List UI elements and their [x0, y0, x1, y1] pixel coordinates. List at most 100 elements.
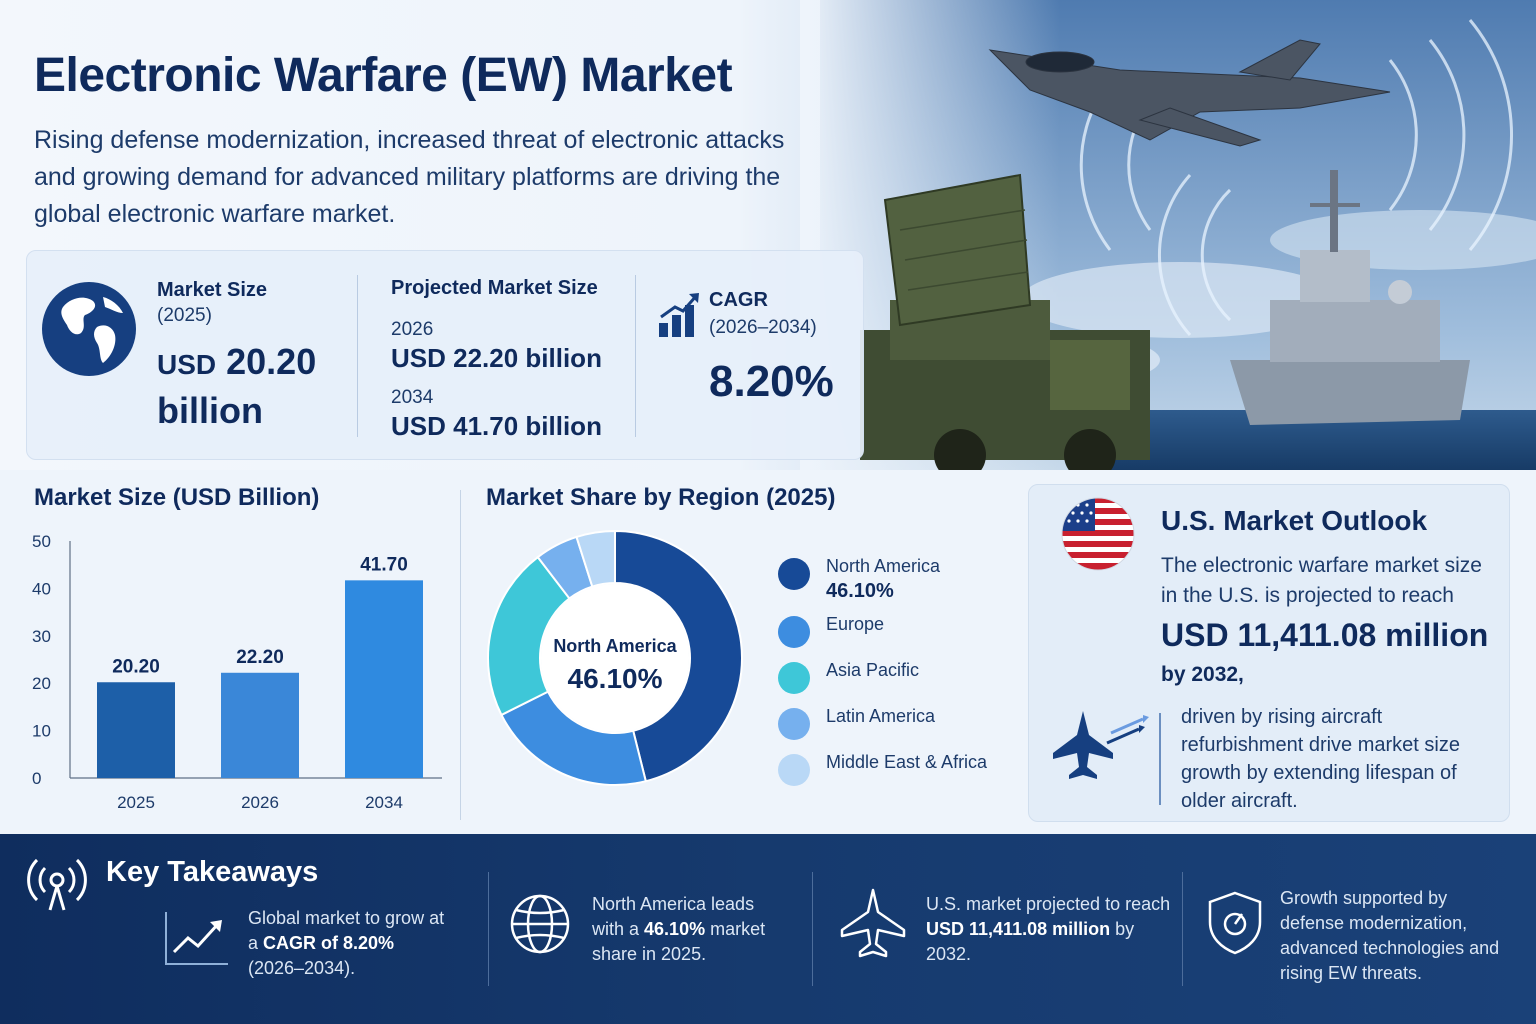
cagr-period: (2026–2034) — [709, 317, 817, 338]
takeaway-1: Global market to grow at a CAGR of 8.20%… — [248, 906, 448, 981]
legend-item: Asia Pacific — [778, 658, 1008, 698]
takeaway-1-post: (2026–2034). — [248, 958, 356, 978]
globe-icon — [510, 894, 570, 954]
us-outlook-text: The electronic warfare market size in th… — [1161, 554, 1482, 607]
projected-value-2: USD 41.70 billion — [391, 411, 602, 441]
page-subtitle: Rising defense modernization, increased … — [34, 126, 785, 228]
legend-item: North America 46.10% — [778, 554, 1008, 602]
region-share-donut-chart: North America 46.10% — [487, 529, 743, 786]
y-tick-label: 20 — [32, 674, 51, 693]
cagr-label: CAGR — [709, 289, 768, 311]
legend-label: Latin America — [826, 706, 936, 726]
footer-divider — [488, 872, 489, 986]
military-scene-illustration — [800, 0, 1536, 470]
takeaway-2-post: market share in 2025. — [592, 919, 766, 964]
donut-slice-north-america — [614, 529, 743, 783]
y-tick-label: 50 — [32, 532, 51, 551]
takeaway-1-bold: CAGR of 8.20% — [263, 933, 395, 953]
bar-chart-title: Market Size (USD Billion) — [34, 484, 320, 511]
kpi-card: Market Size (2025) USD 20.20 billion Pro… — [26, 250, 864, 460]
cagr-value: 8.20% — [709, 357, 834, 406]
legend-swatch — [778, 616, 810, 648]
projected-label: Projected Market Size — [391, 277, 598, 299]
kpi-divider — [635, 275, 636, 437]
us-outlook-title: U.S. Market Outlook — [1161, 505, 1428, 536]
bar-value-label: 22.20 — [236, 647, 284, 668]
x-tick-label: 2025 — [117, 793, 155, 812]
projected-year-1: 2026 — [391, 319, 434, 340]
market-size-value: USD 20.20 billion — [157, 339, 316, 434]
y-tick-label: 0 — [32, 769, 41, 788]
takeaway-3-bold: USD 11,411.08 million — [926, 919, 1111, 939]
x-tick-label: 2034 — [365, 793, 403, 812]
legend-label: North America — [826, 556, 941, 576]
bar-2034 — [345, 580, 423, 778]
radar-vehicle-illustration — [860, 173, 1150, 470]
takeaway-3-post: by 2032. — [926, 919, 1135, 964]
market-size-label: Market Size — [157, 279, 268, 301]
bar-2025 — [97, 682, 175, 778]
fighter-jet-icon — [1053, 711, 1149, 779]
bar-2026 — [221, 672, 299, 778]
us-driver-divider — [1159, 713, 1161, 805]
takeaway-4-pre: Growth supported by defense modernizatio… — [1280, 888, 1500, 983]
warship-illustration — [1230, 170, 1470, 425]
key-takeaways-title: Key Takeaways — [106, 856, 319, 888]
takeaway-2-pre: North America leads with a — [592, 894, 755, 939]
legend-swatch — [778, 662, 810, 694]
market-size-bar-chart: 0 10 20 30 40 50 20.20 2025 22.20 2026 41.70 2034 — [32, 532, 442, 812]
y-tick-label: 30 — [32, 627, 51, 646]
trend-arrow-icon — [165, 912, 228, 965]
market-size-value-unit: billion — [157, 390, 263, 431]
donut-center-label: North America — [553, 636, 677, 656]
section-divider — [460, 490, 461, 820]
us-market-value: USD 11,411.08 million — [1161, 617, 1489, 653]
projected-year-2: 2034 — [391, 387, 434, 408]
legend-item: Middle East & Africa — [778, 750, 1008, 790]
takeaway-2-bold: 46.10% — [644, 919, 706, 939]
bar-value-label: 41.70 — [360, 554, 408, 575]
market-size-value-number: 20.20 — [226, 341, 317, 382]
growth-chart-icon — [659, 293, 699, 337]
takeaway-1-pre: Global market to grow at a — [248, 908, 445, 953]
kpi-divider — [357, 275, 358, 437]
us-flag-icon — [1061, 497, 1135, 571]
legend-swatch — [778, 708, 810, 740]
y-tick-label: 10 — [32, 722, 51, 741]
legend-label: Europe — [826, 614, 885, 634]
legend-label: Asia Pacific — [826, 660, 920, 680]
bar-value-label: 20.20 — [112, 656, 160, 677]
key-takeaways-footer: Key Takeaways Global market to grow at a… — [0, 834, 1536, 1024]
footer-divider — [812, 872, 813, 986]
legend-value: 46.10% — [826, 580, 894, 602]
us-driver-text: driven by rising aircraft refurbishment … — [1181, 706, 1460, 812]
radar-signal-icon — [27, 858, 87, 911]
takeaway-2: North America leads with a 46.10% market… — [592, 892, 782, 967]
shield-icon — [1208, 891, 1262, 955]
takeaway-3: U.S. market projected to reach USD 11,41… — [926, 892, 1176, 967]
y-tick-label: 40 — [32, 579, 51, 598]
x-tick-label: 2026 — [241, 793, 279, 812]
donut-chart-title: Market Share by Region (2025) — [486, 484, 836, 511]
hero-banner: Electronic Warfare (EW) Market Rising de… — [0, 0, 1536, 470]
projected-value-1: USD 22.20 billion — [391, 343, 602, 373]
legend-swatch — [778, 754, 810, 786]
legend-swatch — [778, 558, 810, 590]
donut-slice-middle-east-africa — [575, 529, 616, 588]
page-title: Electronic Warfare (EW) Market — [34, 49, 733, 102]
legend-label: Middle East & Africa — [826, 752, 988, 772]
market-size-year: (2025) — [157, 305, 212, 326]
takeaway-3-pre: U.S. market projected to reach — [926, 894, 1171, 914]
footer-divider — [1182, 872, 1183, 986]
donut-center-value: 46.10% — [568, 663, 663, 694]
us-market-year: by 2032, — [1161, 663, 1244, 686]
donut-center — [541, 584, 689, 732]
us-outlook-card: U.S. Market Outlook The electronic warfa… — [1028, 484, 1510, 822]
fighter-jet-icon — [840, 888, 906, 958]
stealth-jet-illustration — [988, 39, 1391, 147]
legend-item: Europe — [778, 612, 1008, 652]
market-size-value-prefix: USD — [157, 349, 217, 380]
globe-icon — [42, 282, 136, 376]
legend-item: Latin America — [778, 704, 1008, 744]
takeaway-4: Growth supported by defense modernizatio… — [1280, 886, 1516, 986]
